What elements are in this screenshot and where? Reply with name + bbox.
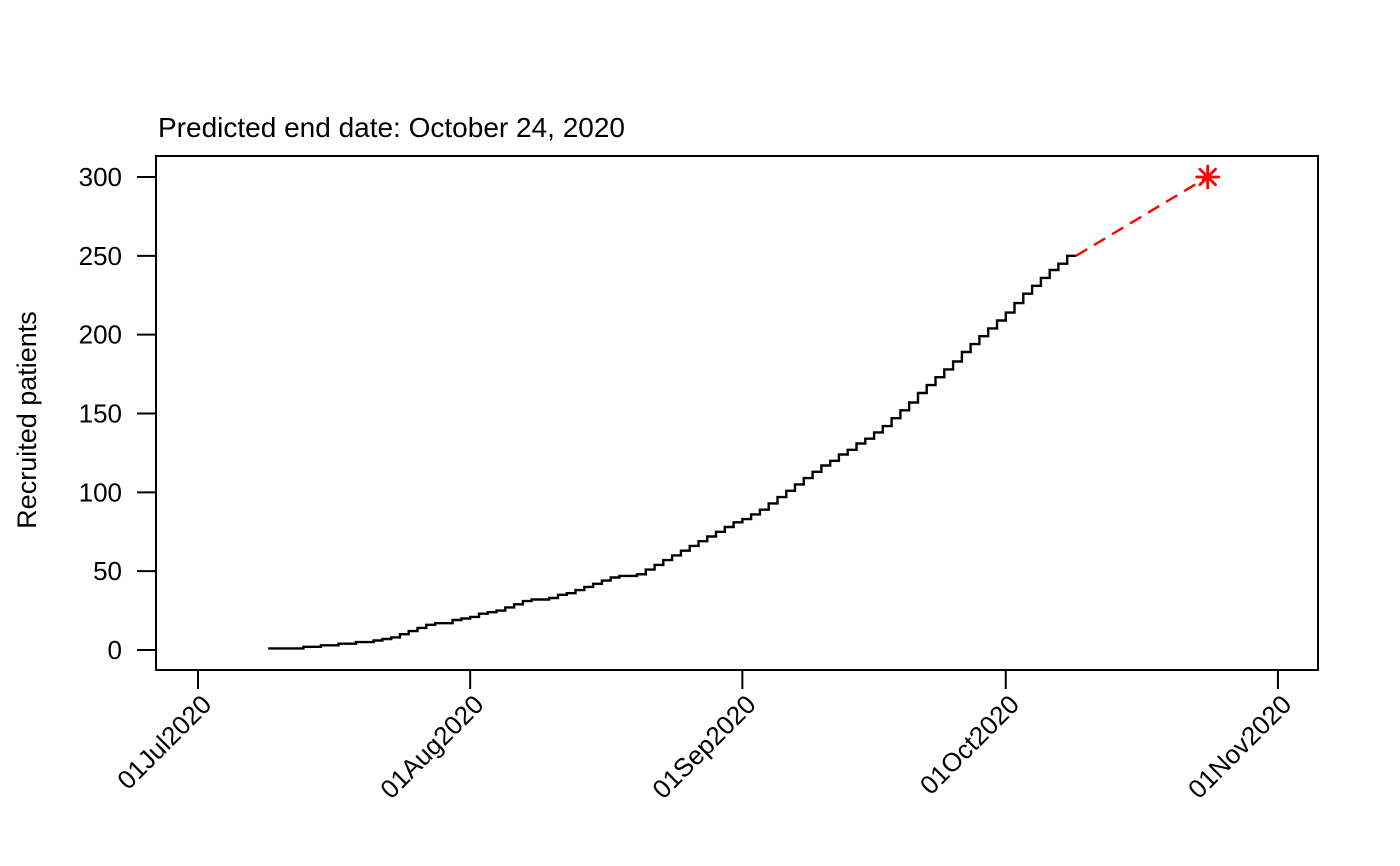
x-tick-label: 01Jul2020 xyxy=(111,689,217,795)
y-axis: 0 50 100 150 200 250 300 xyxy=(79,162,156,665)
y-axis-title: Recruited patients xyxy=(12,311,42,529)
x-axis: 01Jul2020 01Aug2020 01Sep2020 01Oct2020 01No… xyxy=(111,670,1297,804)
y-tick-label: 250 xyxy=(79,241,122,271)
prediction-dashed-line xyxy=(1075,175,1209,257)
y-tick-label: 100 xyxy=(79,477,122,507)
plot-series xyxy=(268,164,1221,650)
y-tick-label: 300 xyxy=(79,162,122,192)
asterisk-spoke xyxy=(1198,167,1217,187)
observed-step-line xyxy=(268,254,1076,650)
y-tick-label: 150 xyxy=(79,399,122,429)
y-tick-label: 200 xyxy=(79,320,122,350)
prediction-asterisk-marker-icon xyxy=(1195,164,1221,190)
x-tick-label: 01Aug2020 xyxy=(374,689,489,804)
plot-border xyxy=(155,155,1319,671)
x-tick-label: 01Oct2020 xyxy=(914,689,1025,800)
y-tick-label: 50 xyxy=(93,556,122,586)
x-tick-label: 01Sep2020 xyxy=(646,689,761,804)
x-tick-label: 01Nov2020 xyxy=(1182,689,1297,804)
y-tick-label: 0 xyxy=(108,635,122,665)
chart-title: Predicted end date: October 24, 2020 xyxy=(158,112,625,143)
